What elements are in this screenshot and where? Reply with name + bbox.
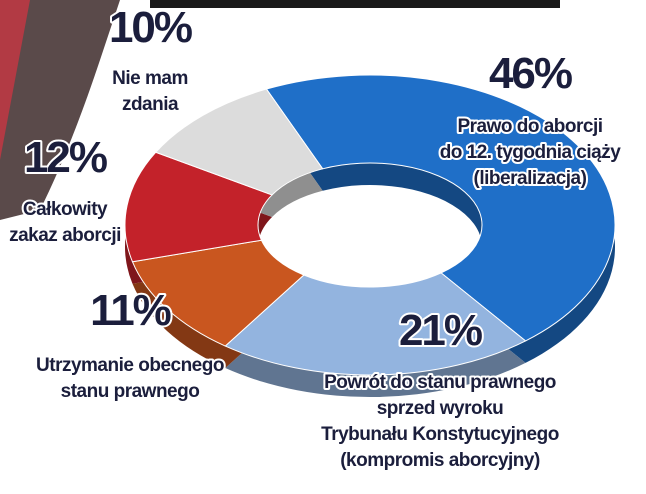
category-label: Powrót do stanu prawnego bbox=[324, 372, 556, 393]
category-label: Nie mam bbox=[112, 68, 188, 89]
chart: 46% Prawo do aborcji do 12. tygodnia ciąży… bbox=[0, 0, 646, 494]
category-label: Całkowity bbox=[23, 199, 108, 220]
value-label: 10% bbox=[109, 3, 192, 52]
category-label: stanu prawnego bbox=[61, 381, 200, 402]
category-label: do 12. tygodnia ciąży bbox=[440, 142, 622, 163]
value-label: 46% bbox=[489, 49, 572, 98]
category-label: (kompromis aborcyjny) bbox=[340, 450, 540, 471]
category-label: sprzed wyroku bbox=[377, 398, 504, 419]
category-label: zdania bbox=[122, 94, 179, 115]
category-label: Prawo do aborcji bbox=[457, 116, 602, 137]
value-label: 21% bbox=[399, 306, 482, 355]
category-label: (liberalizacja) bbox=[474, 168, 587, 189]
category-label: Utrzymanie obecnego bbox=[36, 355, 224, 376]
category-label: Trybunału Konstytucyjnego bbox=[321, 424, 559, 445]
category-label: zakaz aborcji bbox=[9, 225, 121, 246]
value-label: 12% bbox=[24, 133, 107, 182]
value-label: 11% bbox=[90, 286, 171, 335]
